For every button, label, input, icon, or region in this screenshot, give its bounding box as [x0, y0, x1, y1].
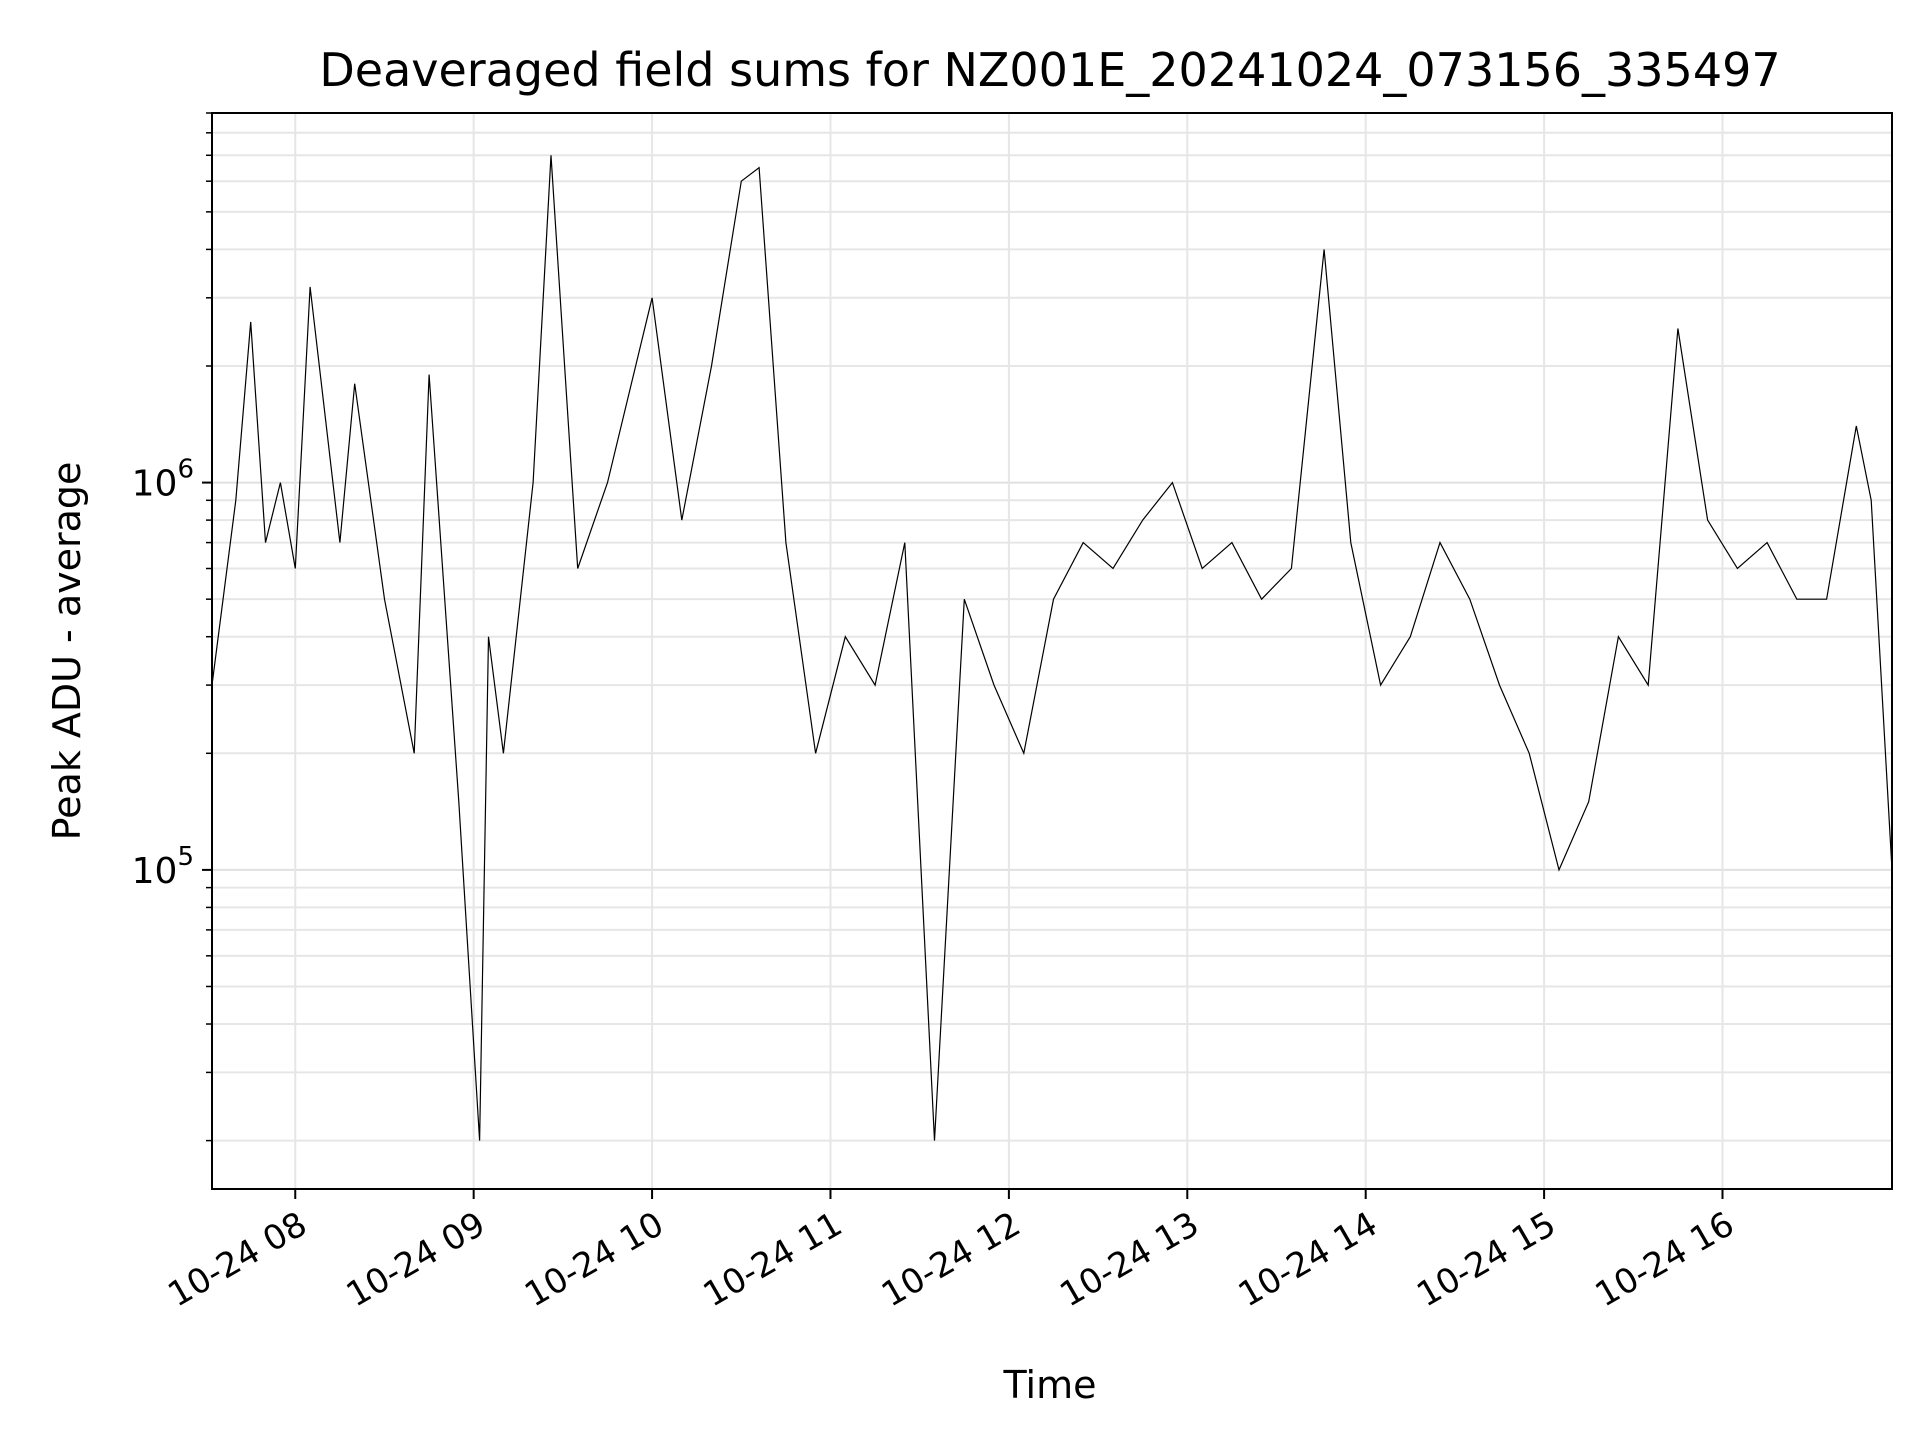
- y-tick-label-exponent: 6: [177, 455, 194, 485]
- plot-area-frame: [211, 112, 1893, 1190]
- y-axis-label: Peak ADU - average: [45, 462, 89, 841]
- x-axis-label: Time: [1003, 1363, 1097, 1407]
- x-tick-label: 10-24 13: [1053, 1204, 1205, 1315]
- series-line: [211, 155, 1893, 1141]
- x-tick-label: 10-24 15: [1410, 1204, 1562, 1315]
- y-tick-label-base: 10: [132, 851, 178, 892]
- x-tick-label: 10-24 10: [518, 1204, 670, 1315]
- x-tick-label: 10-24 16: [1589, 1204, 1741, 1315]
- grid-lines: [212, 112, 1892, 1189]
- x-tick-label: 10-24 11: [697, 1204, 849, 1315]
- x-tick-label: 10-24 12: [875, 1204, 1027, 1315]
- x-tick-label: 10-24 09: [340, 1204, 492, 1315]
- x-tick-label: 10-24 08: [161, 1204, 313, 1315]
- chart-title: Deaveraged field sums for NZ001E_2024102…: [319, 43, 1780, 97]
- y-tick-label: 106: [132, 455, 194, 505]
- x-tick-label: 10-24 14: [1232, 1204, 1384, 1315]
- y-tick-label: 105: [132, 842, 194, 892]
- series-layer: [211, 155, 1893, 1141]
- y-tick-label-base: 10: [132, 464, 178, 505]
- y-tick-label-exponent: 5: [177, 842, 194, 872]
